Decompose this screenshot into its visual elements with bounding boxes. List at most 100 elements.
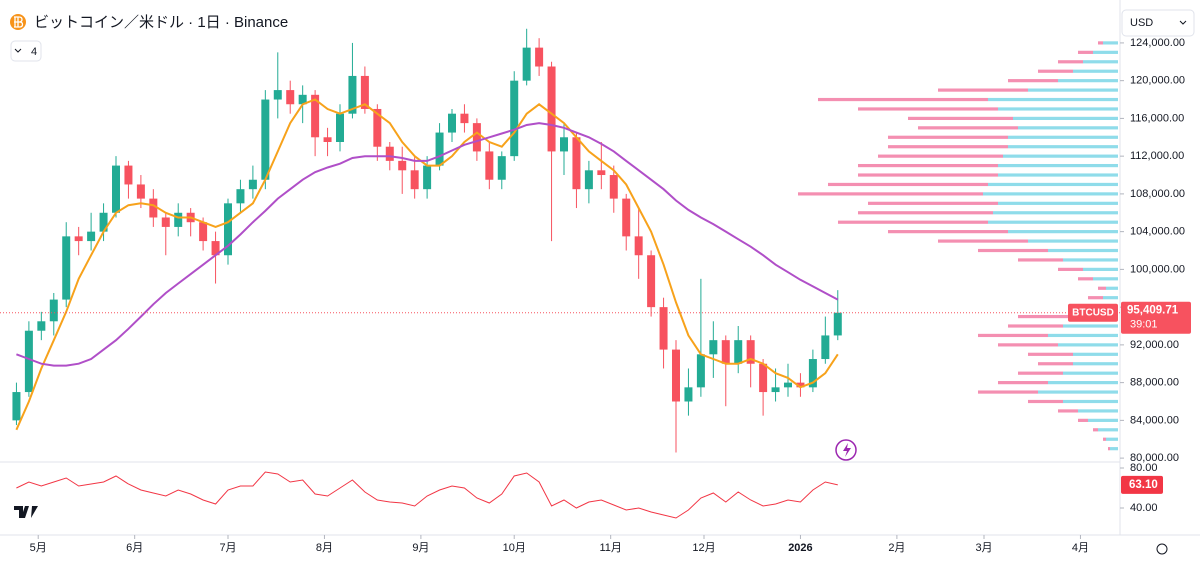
rsi-tag — [1121, 475, 1163, 494]
x-tick-label: 8月 — [316, 542, 333, 554]
candle-body — [547, 66, 556, 152]
profile-up — [1058, 343, 1118, 347]
profile-up — [1106, 437, 1118, 441]
profile-down — [1028, 399, 1063, 404]
candle-body — [746, 340, 755, 364]
profile-up — [1093, 50, 1118, 54]
currency-select[interactable] — [1121, 9, 1195, 37]
chevron — [14, 48, 22, 53]
profile-down — [1078, 277, 1093, 281]
indicator-toggle[interactable] — [10, 40, 42, 62]
x-tick-label: 2月 — [888, 542, 905, 554]
x-tick-label: 11月 — [599, 542, 621, 554]
profile-up — [1063, 324, 1118, 328]
profile-down — [818, 97, 988, 102]
settings-icon[interactable] — [1156, 543, 1168, 555]
candle-body — [112, 165, 120, 213]
profile-up — [1083, 60, 1118, 64]
candle-body — [124, 165, 133, 185]
profile-down — [978, 390, 1038, 394]
candle-body — [410, 170, 419, 190]
candle-body — [572, 137, 581, 190]
candle-body — [535, 47, 544, 67]
candle-body — [622, 198, 631, 237]
profile-up — [1073, 69, 1118, 73]
plot — [12, 28, 1118, 453]
profile-down — [998, 381, 1048, 385]
profile-up — [1008, 135, 1118, 139]
profile-down — [1038, 69, 1073, 73]
x-tick-label: 3月 — [975, 542, 992, 554]
profile-down — [1008, 79, 1058, 83]
profile-up — [1013, 116, 1118, 121]
profile-down — [888, 145, 1008, 149]
profile-down — [1028, 352, 1073, 356]
candle-body — [373, 108, 382, 147]
profile-up — [1088, 418, 1118, 422]
x-tick-label: 4月 — [1072, 542, 1089, 554]
moving-average — [16, 122, 839, 367]
profile-down — [1058, 60, 1083, 64]
profile-down — [828, 182, 988, 187]
profile-up — [1018, 126, 1118, 130]
profile-up — [983, 192, 1118, 196]
y-tick-label: 88,000.00 — [1130, 377, 1179, 389]
profile-down — [1108, 447, 1110, 451]
profile-up — [1078, 409, 1118, 413]
profile-up — [1038, 390, 1118, 394]
candle-body — [286, 90, 295, 105]
candle-body — [497, 156, 506, 180]
y-tick-label: 80,000.00 — [1130, 452, 1179, 464]
profile-down — [878, 154, 1003, 158]
countdown: 39:01 — [1130, 319, 1158, 331]
candle-body — [609, 175, 618, 199]
rsi-label: 63.10 — [1129, 479, 1158, 491]
profile-down — [1058, 409, 1078, 413]
profile-up — [1048, 381, 1118, 385]
candle-body — [74, 236, 83, 242]
profile-up — [1008, 145, 1118, 149]
candle-body — [398, 160, 407, 171]
candle-body — [323, 137, 332, 142]
candle-body — [510, 80, 519, 157]
candle-body — [808, 359, 817, 388]
candle-body — [298, 94, 307, 105]
x-tick-label: 5月 — [30, 542, 47, 554]
profile-down — [858, 107, 998, 111]
candle-body — [49, 299, 58, 322]
profile-down — [938, 88, 1028, 92]
candle-body — [311, 94, 320, 138]
candle-body — [62, 236, 71, 300]
profile-down — [1008, 324, 1063, 328]
candle-body — [634, 236, 643, 256]
profile-up — [1063, 399, 1118, 404]
candle-body — [672, 349, 680, 402]
profile-up — [993, 211, 1118, 215]
x-tick-label: 12月 — [692, 542, 715, 554]
profile-up — [1063, 371, 1118, 375]
symbol-label: BTCUSD — [1072, 307, 1114, 318]
candle-body — [833, 312, 842, 336]
y-tick-label: 120,000.00 — [1130, 75, 1185, 87]
candle-body — [12, 392, 21, 421]
price-label: 95,409.71 — [1127, 305, 1179, 317]
chart-title: ビットコイン／米ドル · 1日 · Binance — [34, 14, 288, 31]
price-tag — [1121, 301, 1191, 334]
profile-up — [1083, 267, 1118, 271]
x-tick-label: 2026 — [788, 542, 812, 554]
y-tick-label: 104,000.00 — [1130, 226, 1185, 238]
candle-body — [24, 330, 33, 393]
y-tick-label: 108,000.00 — [1130, 188, 1185, 200]
profile-up — [1003, 154, 1118, 158]
candle-body — [360, 75, 369, 109]
profile-up — [1008, 230, 1118, 234]
rsi-line — [16, 471, 838, 519]
y-tick-label: 80.00 — [1130, 462, 1158, 474]
currency: USD — [1130, 17, 1153, 29]
candle-body — [721, 340, 730, 364]
candle-body — [684, 387, 693, 402]
candle-body — [136, 184, 145, 199]
candle-body — [261, 99, 270, 180]
